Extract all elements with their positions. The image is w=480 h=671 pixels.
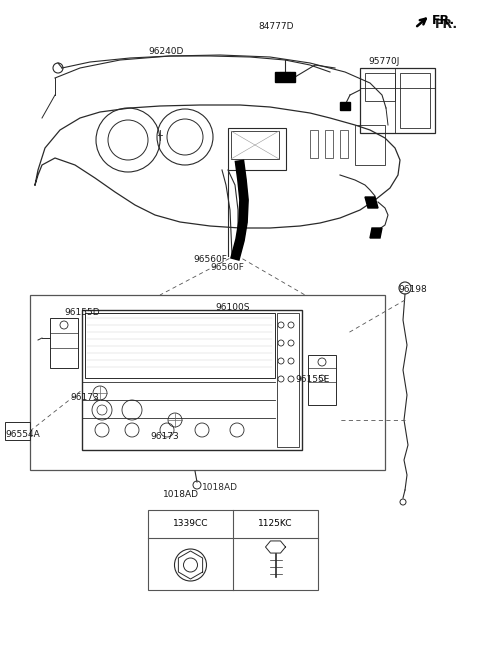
Text: 96173: 96173 xyxy=(150,432,179,441)
Text: FR.: FR. xyxy=(432,14,455,27)
Polygon shape xyxy=(365,197,378,208)
Text: 96155D: 96155D xyxy=(64,308,100,317)
Bar xyxy=(85,313,275,378)
Bar xyxy=(400,73,430,128)
Text: 96155E: 96155E xyxy=(295,375,329,384)
Bar xyxy=(365,73,395,101)
Bar xyxy=(148,510,318,590)
Bar xyxy=(50,318,78,368)
Text: 96554A: 96554A xyxy=(5,430,40,439)
Text: 95770J: 95770J xyxy=(368,57,399,66)
Bar xyxy=(277,313,299,447)
Bar xyxy=(308,355,336,405)
Text: 96173: 96173 xyxy=(70,393,99,402)
Polygon shape xyxy=(370,228,382,238)
Text: 1018AD: 1018AD xyxy=(163,490,199,499)
Text: 1018AD: 1018AD xyxy=(202,484,238,493)
Bar xyxy=(5,422,30,440)
Text: 1125KC: 1125KC xyxy=(258,519,293,529)
Text: 96560F: 96560F xyxy=(210,263,244,272)
Bar xyxy=(30,295,385,470)
Text: 84777D: 84777D xyxy=(258,22,293,31)
Bar xyxy=(82,310,302,450)
Text: 96560F: 96560F xyxy=(193,255,227,264)
Bar xyxy=(310,130,318,158)
Bar xyxy=(231,131,279,159)
Bar xyxy=(360,68,435,133)
Text: 96240D: 96240D xyxy=(148,47,183,56)
Text: 1339CC: 1339CC xyxy=(173,519,208,529)
Bar xyxy=(325,130,333,158)
Text: 96198: 96198 xyxy=(398,285,427,294)
Bar xyxy=(340,130,348,158)
Polygon shape xyxy=(340,102,350,110)
Polygon shape xyxy=(275,72,295,82)
Bar xyxy=(228,128,286,170)
Bar xyxy=(355,125,385,165)
Text: FR.: FR. xyxy=(435,18,458,31)
Text: 96100S: 96100S xyxy=(215,303,250,312)
